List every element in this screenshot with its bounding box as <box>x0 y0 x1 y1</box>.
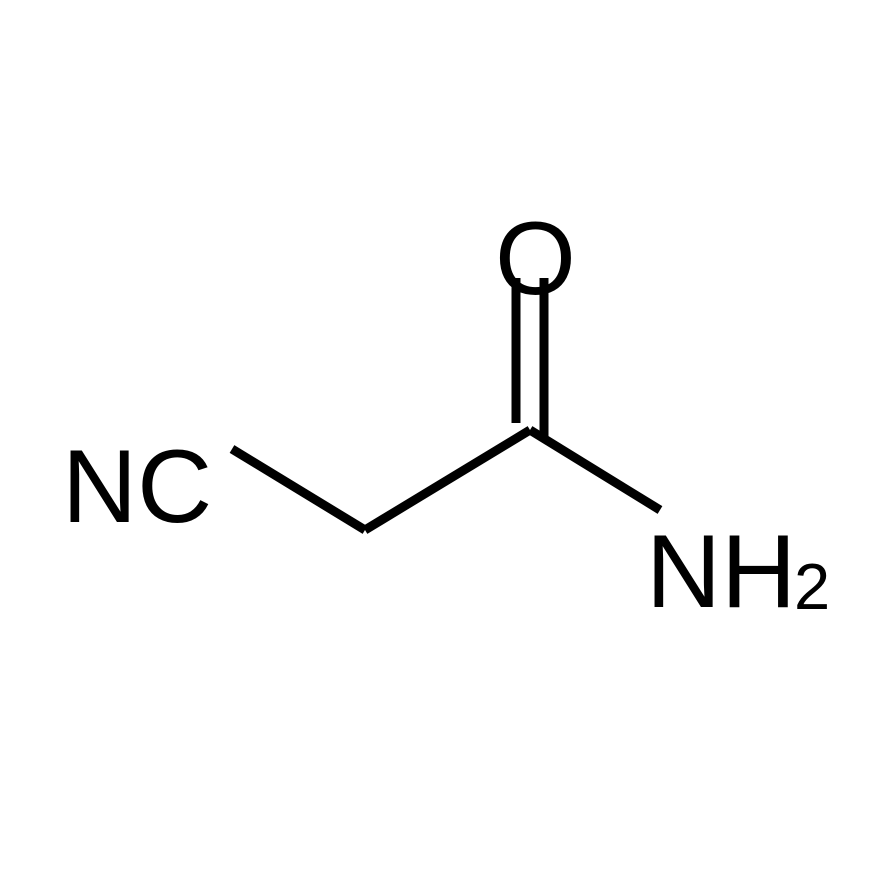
amine-subscript-2: 2 <box>794 554 830 619</box>
amine-nh-label: NH <box>646 520 796 624</box>
oxygen-label: O <box>495 207 576 311</box>
chemical-structure-diagram: NC O NH 2 <box>0 0 890 890</box>
cyano-group-label: NC <box>62 435 212 539</box>
